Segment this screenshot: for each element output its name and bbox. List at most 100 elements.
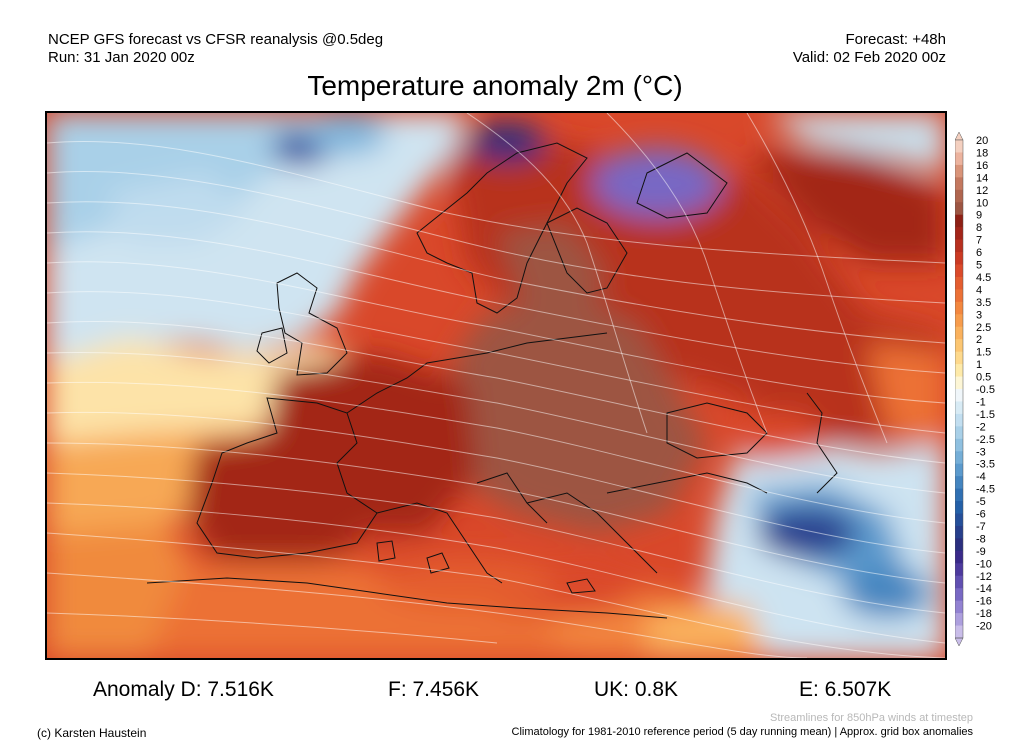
legend-swatch <box>955 600 963 614</box>
legend-swatch <box>955 264 963 278</box>
valid-info: Valid: 02 Feb 2020 00z <box>792 49 946 66</box>
legend-label: 20 <box>976 135 988 147</box>
legend-swatch <box>955 152 963 166</box>
legend-swatch <box>955 575 963 589</box>
coastlines <box>146 142 838 619</box>
legend-label: 0.5 <box>976 372 991 384</box>
legend-label: -3 <box>976 446 986 458</box>
header-left: NCEP GFS forecast vs CFSR reanalysis @0.… <box>48 31 383 67</box>
legend-swatch <box>955 164 963 178</box>
streamline-note: Streamlines for 850hPa winds at timestep <box>770 712 973 724</box>
legend-label: 10 <box>976 197 988 209</box>
legend-label: -3.5 <box>976 459 995 471</box>
stat-spain: E: 6.507K <box>799 678 892 701</box>
climatology-note: Climatology for 1981-2010 reference peri… <box>511 726 973 738</box>
legend-arrow-top <box>955 131 964 141</box>
model-info: NCEP GFS forecast vs CFSR reanalysis @0.… <box>48 31 384 48</box>
legend-swatch <box>955 476 963 490</box>
legend-label: 3.5 <box>976 297 991 309</box>
legend-swatch <box>955 525 963 539</box>
legend-frame <box>955 139 964 639</box>
run-info: Run: 31 Jan 2020 00z <box>48 49 195 66</box>
legend-swatch <box>955 276 963 290</box>
legend-swatch <box>955 501 963 514</box>
legend-swatch <box>955 513 963 527</box>
legend-label: 12 <box>976 185 988 197</box>
stat-germany: Anomaly D: 7.516K <box>93 678 274 701</box>
legend-label: -6 <box>976 509 986 521</box>
legend-swatch <box>955 588 963 602</box>
legend-label: -5 <box>976 496 986 508</box>
legend-label: -2.5 <box>976 434 995 446</box>
legend-label: 8 <box>976 222 982 234</box>
legend-label: 4.5 <box>976 272 991 284</box>
legend-swatch <box>955 563 963 577</box>
legend-label: -4 <box>976 471 986 483</box>
anomaly-map-graphic <box>47 113 945 658</box>
legend-label: -16 <box>976 596 992 608</box>
legend-label: 1 <box>976 359 982 371</box>
legend-label: 18 <box>976 147 988 159</box>
copyright: (c) Karsten Haustein <box>37 726 147 740</box>
legend-label: 16 <box>976 160 988 172</box>
legend-swatch <box>955 376 963 390</box>
legend-label: 3 <box>976 309 982 321</box>
legend-label: 2 <box>976 334 982 346</box>
legend-label: -1 <box>976 396 986 408</box>
legend-swatch <box>955 389 963 402</box>
legend-label: -8 <box>976 533 986 545</box>
legend-swatch <box>955 426 963 440</box>
legend-label: 4 <box>976 284 982 296</box>
legend-label: 1.5 <box>976 347 991 359</box>
legend-label: -12 <box>976 571 992 583</box>
legend-label: -4.5 <box>976 484 995 496</box>
legend-arrow-bottom <box>955 637 964 647</box>
legend-label: -20 <box>976 621 992 633</box>
wind-streamlines <box>47 113 945 658</box>
legend-label: -9 <box>976 546 986 558</box>
legend-swatch <box>955 189 963 203</box>
legend-swatch <box>955 289 963 303</box>
legend-label: -18 <box>976 608 992 620</box>
legend-swatch <box>955 538 963 552</box>
legend-label: -7 <box>976 521 986 533</box>
legend-label: -2 <box>976 421 986 433</box>
legend-label: 2.5 <box>976 322 991 334</box>
legend-swatch <box>955 214 963 228</box>
legend-swatch <box>955 438 963 452</box>
legend-swatch <box>955 413 963 427</box>
header-right: Forecast: +48h Valid: 02 Feb 2020 00z <box>793 31 946 67</box>
color-scale-legend: 201816141210987654.543.532.521.510.5-0.5… <box>955 131 995 647</box>
legend-swatch <box>955 301 963 315</box>
legend-swatch <box>955 239 963 253</box>
legend-label: 5 <box>976 260 982 272</box>
forecast-info: Forecast: +48h <box>845 31 946 48</box>
legend-swatch <box>955 314 963 328</box>
anomaly-map <box>45 111 947 660</box>
stat-uk: UK: 0.8K <box>594 678 679 701</box>
legend-swatch <box>955 326 963 340</box>
legend-swatch <box>955 177 963 191</box>
legend-swatch <box>955 364 963 378</box>
legend-swatch <box>955 227 963 241</box>
legend-swatch <box>955 463 963 477</box>
legend-label: -0.5 <box>976 384 995 396</box>
legend-swatch <box>955 339 963 353</box>
legend-label: 9 <box>976 210 982 222</box>
legend-label: -10 <box>976 558 992 570</box>
map-title: Temperature anomaly 2m (°C) <box>307 70 683 101</box>
legend-label: -14 <box>976 583 992 595</box>
legend-label: 14 <box>976 172 988 184</box>
legend-swatch <box>955 625 963 639</box>
stat-france: F: 7.456K <box>388 678 480 701</box>
legend-label: 7 <box>976 235 982 247</box>
legend-swatch <box>955 252 963 265</box>
legend-swatch <box>955 401 963 415</box>
legend-swatch <box>955 202 963 216</box>
legend-swatch <box>955 140 963 153</box>
legend-swatch <box>955 451 963 465</box>
anomaly-stats: Anomaly D: 7.516K F: 7.456K UK: 0.8K E: … <box>0 678 1020 704</box>
legend-swatch <box>955 488 963 502</box>
legend-label: 6 <box>976 247 982 259</box>
anomaly-field <box>47 113 945 658</box>
